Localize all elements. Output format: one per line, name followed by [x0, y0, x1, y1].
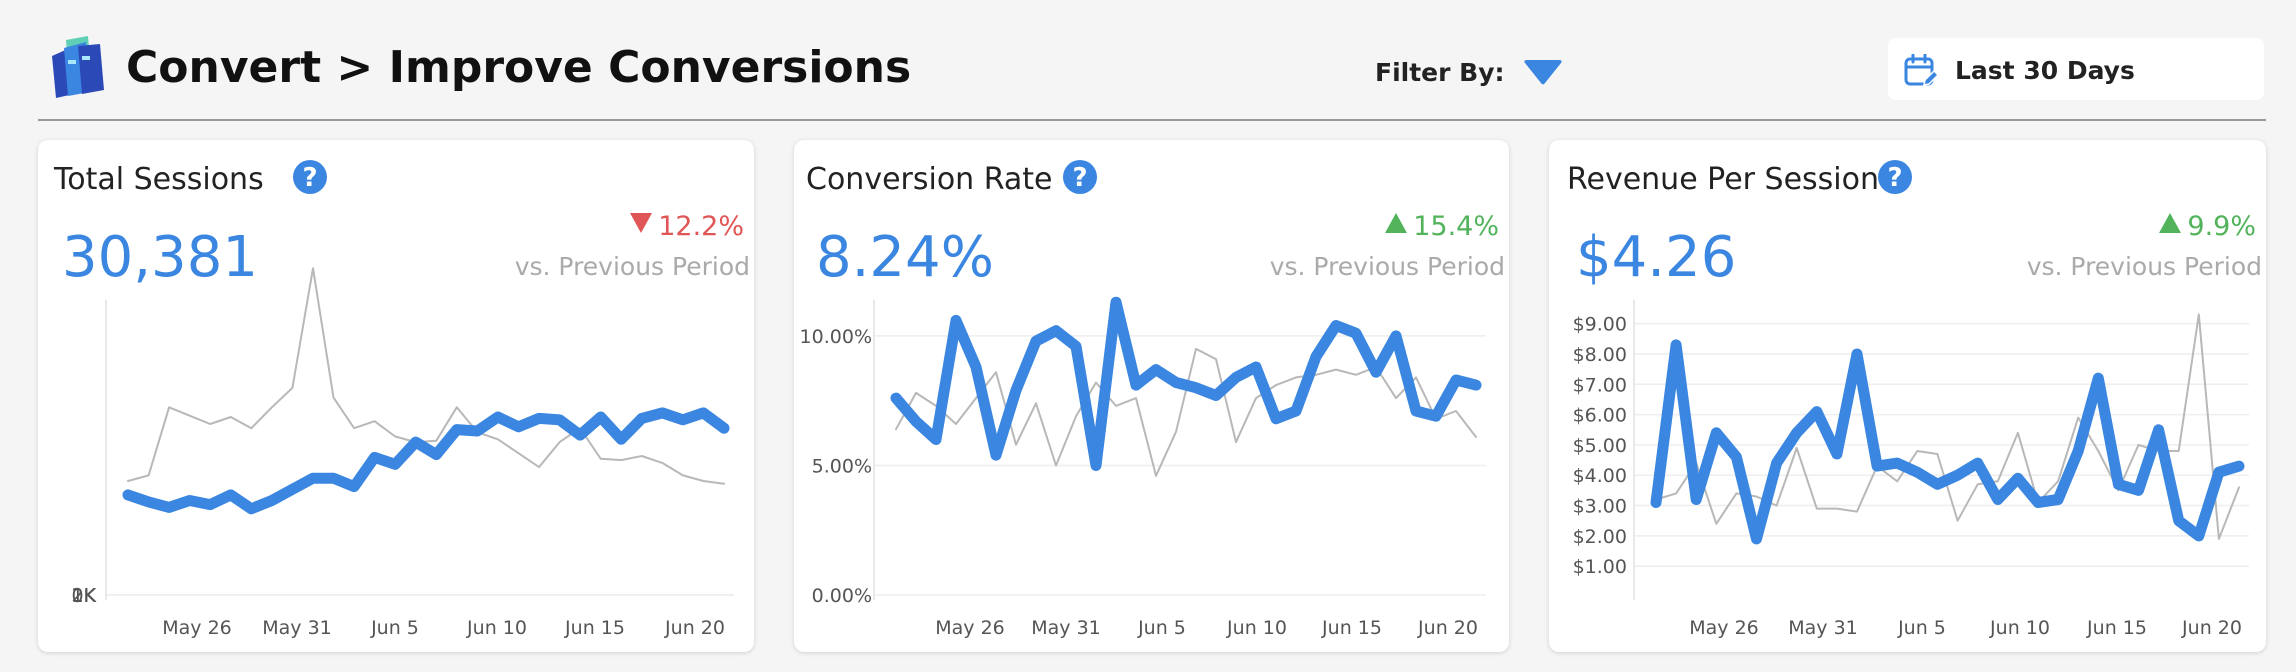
revenue-per-session-chart: $1.00 $2.00 $3.00 $4.00 $5.00 $6.00 $7.00 $8.00…: [1573, 300, 2249, 639]
book-stack-logo-icon: [52, 36, 104, 98]
x-tick-label: Jun 5: [370, 617, 419, 639]
x-tick-label: May 26: [935, 617, 1005, 639]
page-title: Convert > Improve Conversions: [126, 42, 912, 93]
change-indicator: 9.9%: [2159, 211, 2256, 242]
y-tick-label: $8.00: [1573, 344, 1627, 366]
previous-period-line: [1655, 313, 2240, 540]
date-range-selector[interactable]: Last 30 Days: [1888, 38, 2264, 100]
header-divider: [38, 119, 2266, 121]
y-tick-label: 10.00%: [800, 326, 872, 348]
card-title: Revenue Per Session: [1567, 162, 1879, 197]
question-circle-icon[interactable]: ?: [292, 159, 328, 195]
x-tick-label: May 31: [1788, 617, 1858, 639]
kpi-value: $4.26: [1576, 225, 1737, 290]
x-tick-label: Jun 15: [1321, 617, 1382, 639]
current-period-line: [890, 296, 1482, 471]
revenue-per-session-card: $1.00 $2.00 $3.00 $4.00 $5.00 $6.00 $7.00 $8.00…: [1549, 140, 2266, 652]
comparison-label: vs. Previous Period: [1269, 252, 1505, 281]
x-tick-label: Jun 5: [1137, 617, 1186, 639]
y-tick-label: 0K: [71, 585, 96, 607]
x-tick-label: Jun 20: [664, 617, 725, 639]
current-period-line: [122, 407, 730, 515]
calendar-edit-icon: [1904, 54, 1938, 86]
comparison-label: vs. Previous Period: [514, 252, 750, 281]
question-circle-icon[interactable]: ?: [1062, 159, 1098, 195]
y-tick-label: $5.00: [1573, 435, 1627, 457]
x-tick-label: May 31: [1031, 617, 1101, 639]
header: Convert > Improve Conversions Filter By:…: [0, 0, 2296, 120]
x-tick-label: Jun 20: [2181, 617, 2242, 639]
y-tick-label: $6.00: [1573, 405, 1627, 427]
svg-text:?: ?: [1072, 163, 1087, 193]
x-tick-label: May 26: [162, 617, 232, 639]
x-tick-label: Jun 10: [466, 617, 527, 639]
x-tick-label: May 26: [1689, 617, 1759, 639]
total-sessions-card: 0K 1K 2K May 26 May 31 Jun 5 Jun 10 Jun 15 Jun 2…: [38, 140, 754, 652]
card-title: Conversion Rate: [806, 162, 1053, 197]
y-tick-label: $1.00: [1573, 556, 1627, 578]
x-tick-label: Jun 15: [564, 617, 625, 639]
x-tick-label: Jun 15: [2086, 617, 2147, 639]
x-tick-label: Jun 20: [1417, 617, 1478, 639]
triangle-up-icon: [1385, 213, 1408, 233]
conversion-rate-chart: 0.00% 5.00% 10.00% May 26 May 31 Jun 5 Jun 10 J…: [800, 296, 1486, 639]
svg-text:?: ?: [302, 163, 317, 193]
y-tick-label: 1K: [71, 585, 96, 607]
kpi-value: 8.24%: [816, 225, 994, 290]
y-tick-label: 0.00%: [812, 585, 872, 607]
change-indicator: 15.4%: [1385, 211, 1499, 242]
current-period-line: [1650, 339, 2245, 545]
previous-period-line: [127, 267, 725, 485]
y-tick-label: 5.00%: [812, 455, 872, 477]
caret-down-icon[interactable]: [1523, 59, 1563, 86]
change-value: 15.4%: [1413, 211, 1499, 242]
card-title: Total Sessions: [54, 162, 264, 197]
date-range-label: Last 30 Days: [1955, 56, 2135, 85]
change-value: 12.2%: [658, 211, 744, 242]
x-tick-label: May 31: [262, 617, 332, 639]
comparison-label: vs. Previous Period: [2026, 252, 2262, 281]
y-tick-label: 2K: [71, 585, 96, 607]
change-value: 9.9%: [2187, 211, 2256, 242]
x-tick-label: Jun 10: [1226, 617, 1287, 639]
triangle-down-icon: [630, 213, 653, 233]
conversion-rate-card: 0.00% 5.00% 10.00% May 26 May 31 Jun 5 Jun 10 J…: [794, 140, 1509, 652]
svg-text:?: ?: [1887, 163, 1902, 193]
question-circle-icon[interactable]: ?: [1877, 159, 1913, 195]
y-tick-label: $4.00: [1573, 465, 1627, 487]
kpi-value: 30,381: [62, 225, 258, 290]
x-tick-label: Jun 10: [1989, 617, 2050, 639]
y-tick-label: $3.00: [1573, 496, 1627, 518]
y-tick-label: $9.00: [1573, 314, 1627, 336]
filter-label: Filter By:: [1375, 58, 1505, 87]
y-tick-label: $2.00: [1573, 526, 1627, 548]
triangle-up-icon: [2159, 213, 2182, 233]
filter-control[interactable]: Filter By:: [1375, 58, 1563, 87]
change-indicator: 12.2%: [630, 211, 744, 242]
x-tick-label: Jun 5: [1897, 617, 1946, 639]
y-tick-label: $7.00: [1573, 374, 1627, 396]
